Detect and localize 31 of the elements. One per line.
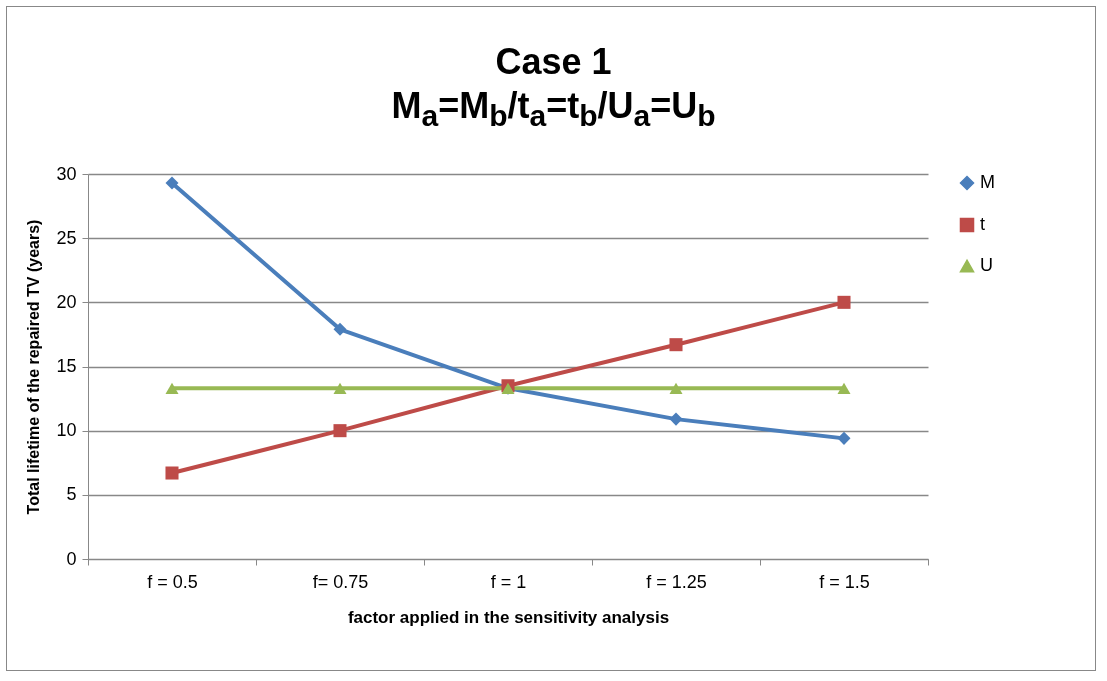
text: M$_{a}$=M$_{b}$/t$_{a}$=t$_{b}$/U$_{a}$=U$_{b}$: [391, 85, 716, 133]
point: [165, 176, 179, 190]
y-tick-label: 30: [56, 163, 77, 184]
x-tick-label: f = 1.5: [819, 571, 870, 592]
y-tick-label: 10: [56, 420, 77, 441]
point: [333, 322, 347, 336]
point: [837, 431, 851, 445]
legend-label: t: [980, 214, 986, 234]
point: [837, 382, 851, 394]
legend-label: U: [980, 255, 993, 275]
y-tick-label: 20: [56, 291, 77, 312]
point: [165, 382, 179, 394]
y-tick-label: 25: [56, 227, 77, 248]
chart-title: Case 1: [494, 40, 613, 84]
point: [669, 382, 683, 394]
point: [333, 424, 347, 438]
point: [669, 412, 683, 426]
y-tick-label: 5: [66, 484, 77, 505]
point: [165, 466, 179, 480]
point: [669, 338, 683, 352]
x-tick-label: f= 0.75: [312, 571, 369, 592]
point: [333, 382, 347, 394]
legend-label: M: [980, 172, 995, 192]
y-axis-title: Total lifetime of the repaired TV (years): [25, 219, 43, 515]
x-tick-label: f = 1: [490, 571, 527, 592]
x-tick-label: f = 0.5: [147, 571, 198, 592]
point: [837, 295, 851, 309]
x-tick-label: f = 1.25: [646, 571, 707, 592]
x-axis-title: factor applied in the sensitivity analysis: [347, 607, 670, 627]
y-tick-label: 15: [56, 356, 77, 376]
y-tick-label: 0: [66, 548, 77, 569]
